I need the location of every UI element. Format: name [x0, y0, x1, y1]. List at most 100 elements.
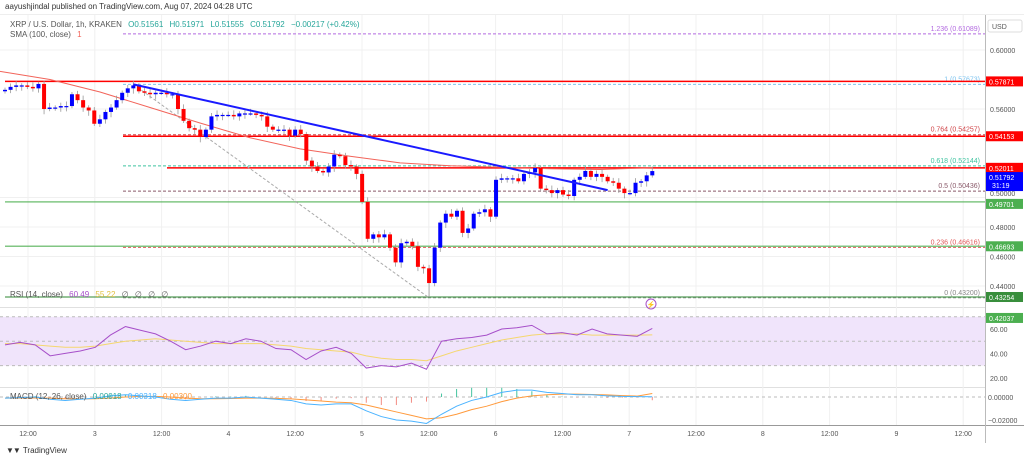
- candle-body: [332, 154, 337, 167]
- sma-legend: SMA (100, close) 1: [10, 30, 86, 39]
- candle-body: [427, 268, 432, 284]
- price-tag-label: 0.57871: [989, 79, 1014, 86]
- price-tag-label: 0.46693: [989, 244, 1014, 251]
- price-tick-label: 0.44000: [990, 284, 1015, 291]
- candle-body: [561, 190, 565, 195]
- sma-label[interactable]: SMA (100, close): [10, 30, 71, 39]
- macd-label[interactable]: MACD (12, 26, close): [10, 392, 87, 401]
- candle-body: [142, 91, 147, 93]
- candle-body: [505, 178, 510, 180]
- time-tick-label: 9: [894, 431, 898, 438]
- candle-body: [488, 209, 493, 217]
- candle-body: [443, 213, 448, 223]
- time-tick-label: 8: [761, 431, 765, 438]
- candle-body: [259, 114, 264, 117]
- ohlc-close: C0.51792: [250, 20, 285, 29]
- candle-body: [226, 114, 231, 117]
- candle-body: [64, 106, 69, 108]
- candle-body: [510, 178, 515, 180]
- price-tick-label: 0.60000: [990, 48, 1015, 55]
- candle-body: [309, 160, 314, 167]
- candle-body: [321, 170, 326, 173]
- candle-body: [572, 179, 577, 197]
- time-tick-label: 3: [93, 431, 97, 438]
- candle-body: [304, 134, 309, 161]
- candle-body: [471, 213, 476, 229]
- candle-body: [454, 210, 459, 217]
- macd-tick-label: −0.02000: [988, 418, 1017, 425]
- candle-body: [348, 165, 353, 167]
- pane-divider: [0, 307, 985, 308]
- candle-body: [36, 83, 41, 89]
- candle-body: [114, 100, 119, 108]
- candle-body: [432, 247, 437, 284]
- brand-name: TradingView: [22, 446, 67, 455]
- macd-legend: MACD (12, 26, close) 0.00018 0.00318 0.0…: [10, 392, 196, 401]
- candle-body: [538, 168, 543, 189]
- time-tick-label: 4: [226, 431, 230, 438]
- time-tick-label: 12:00: [286, 431, 304, 438]
- price-tag: [986, 198, 1023, 209]
- ohlc-open: O0.51561: [128, 20, 164, 29]
- candle-body: [8, 86, 13, 90]
- price-tag: [986, 162, 1023, 173]
- rsi-na-2: ∅: [134, 290, 142, 299]
- candle-body: [594, 173, 599, 177]
- price-tick-label: 0.48000: [990, 225, 1015, 232]
- candle-body: [605, 176, 610, 182]
- macd-tick-label: 0.00000: [988, 395, 1013, 402]
- candle-body: [203, 129, 208, 138]
- candle-body: [622, 188, 627, 194]
- chart-canvas[interactable]: 12:00 3 12:00 4 12:00 5 12:00 6 12:00 7 12:00 8 12:0…: [0, 15, 1024, 443]
- symbol-name[interactable]: XRP / U.S. Dollar, 1h, KRAKEN: [10, 20, 122, 29]
- candle-body: [198, 129, 203, 138]
- rsi-value: 60.49: [69, 290, 90, 299]
- candle-body: [131, 85, 136, 89]
- time-tick-label: 12:00: [554, 431, 572, 438]
- candle-body: [287, 129, 292, 136]
- candle-body: [242, 113, 247, 115]
- pane-divider: [0, 387, 985, 388]
- candle-body: [293, 129, 298, 136]
- candle-body: [577, 176, 582, 180]
- candle-body: [30, 86, 35, 89]
- candle-body: [494, 179, 499, 217]
- currency-label: USD: [992, 24, 1007, 31]
- candle-body: [371, 234, 376, 239]
- price-tick-label: 0.46000: [990, 255, 1015, 262]
- time-tick-label: 12:00: [153, 431, 171, 438]
- candle-body: [521, 173, 526, 182]
- macd-value: 0.00318: [127, 392, 157, 401]
- macd-hist-value: 0.00018: [92, 392, 122, 401]
- price-tag-label: 0.42037: [989, 316, 1014, 323]
- candle-body: [360, 173, 365, 202]
- candle-body: [164, 92, 169, 95]
- candle-body: [588, 170, 593, 177]
- chart-frame[interactable]: 12:00 3 12:00 4 12:00 5 12:00 6 12:00 7 12:00 8 12:0…: [0, 14, 1024, 443]
- candle-body: [477, 212, 482, 214]
- candle-body: [187, 120, 192, 129]
- candle-body: [148, 92, 153, 95]
- time-tick-label: 12:00: [420, 431, 438, 438]
- price-tag: [986, 312, 1023, 323]
- candle-body: [438, 222, 443, 248]
- sma-line: [0, 70, 653, 170]
- countdown-label: 31:19: [992, 183, 1010, 190]
- tradingview-logo[interactable]: ▼▼ TradingView: [6, 446, 67, 455]
- candle-body: [75, 94, 80, 101]
- candle-body: [170, 94, 175, 96]
- candle-body: [343, 156, 348, 166]
- candle-body: [109, 107, 114, 112]
- candle-body: [215, 114, 220, 117]
- candle-body: [153, 92, 158, 95]
- candle-body: [393, 247, 398, 263]
- candle-body: [86, 107, 91, 111]
- tv-logo-icon: ▼▼: [6, 446, 21, 455]
- candle-body: [639, 181, 644, 183]
- rsi-label[interactable]: RSI (14, close): [10, 290, 63, 299]
- candle-body: [175, 94, 180, 109]
- ohlc-change: −0.00217 (+0.42%): [291, 20, 360, 29]
- candle-body: [125, 88, 130, 93]
- rsi-na-1: ∅: [121, 290, 129, 299]
- candle-body: [421, 266, 426, 269]
